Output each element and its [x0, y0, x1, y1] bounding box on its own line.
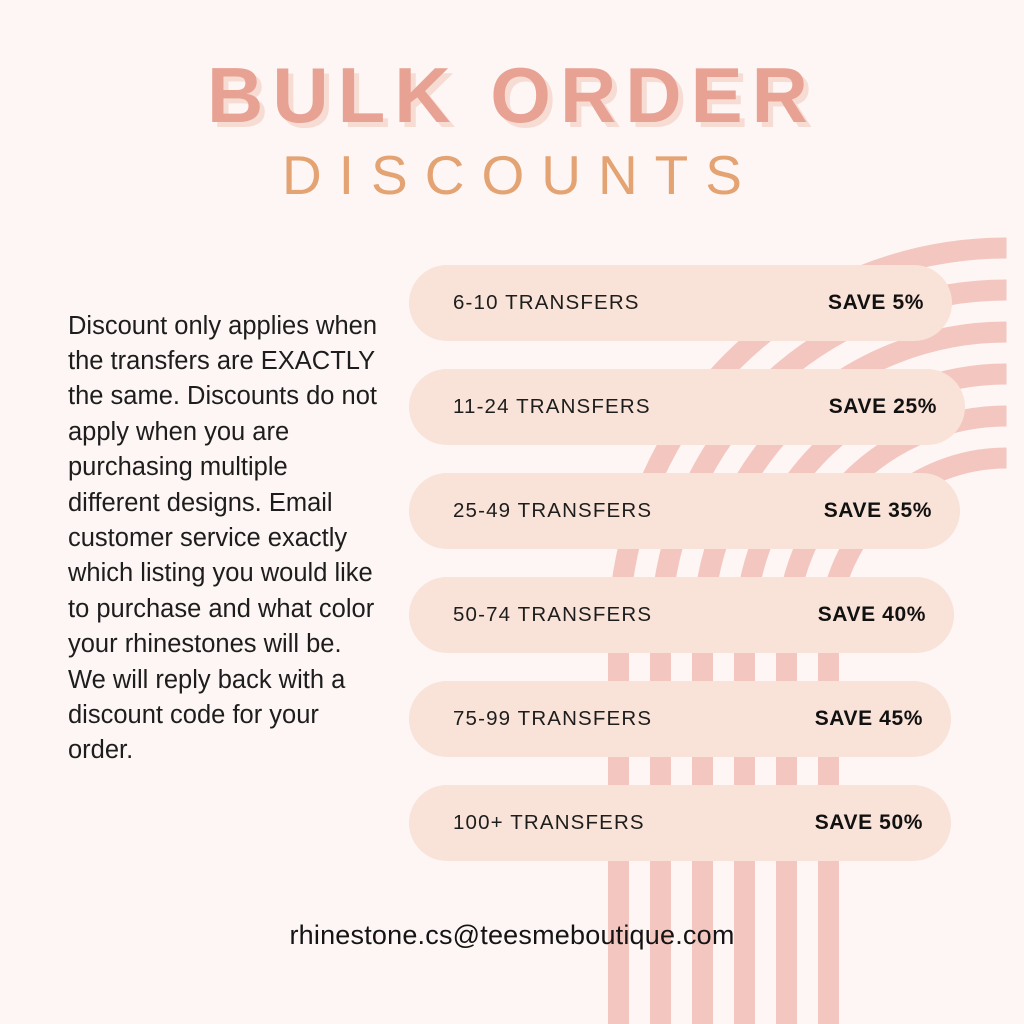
discount-tier-row: 6-10 TRANSFERS SAVE 5% [409, 265, 952, 341]
page-subtitle: DISCOUNTS [282, 144, 759, 206]
tier-quantity-label: 100+ TRANSFERS [453, 811, 645, 834]
discount-tier-list: 6-10 TRANSFERS SAVE 5% 11-24 TRANSFERS S… [409, 265, 965, 889]
policy-paragraph: Discount only applies when the transfers… [68, 311, 378, 765]
discount-tier-row: 100+ TRANSFERS SAVE 50% [409, 785, 951, 861]
discount-tier-row: 11-24 TRANSFERS SAVE 25% [409, 369, 965, 445]
discount-tier-row: 50-74 TRANSFERS SAVE 40% [409, 577, 954, 653]
page-title: BULK ORDER [207, 51, 817, 139]
contact-email[interactable]: rhinestone.cs@teesmeboutique.com [289, 920, 735, 950]
tier-discount-label: SAVE 40% [817, 603, 926, 626]
tier-discount-label: SAVE 35% [823, 499, 932, 522]
tier-quantity-label: 11-24 TRANSFERS [453, 395, 651, 418]
poster-header: BULK ORDER DISCOUNTS [0, 0, 1024, 203]
tier-discount-label: SAVE 50% [814, 811, 923, 834]
tier-quantity-label: 25-49 TRANSFERS [453, 499, 653, 522]
discount-tier-row: 25-49 TRANSFERS SAVE 35% [409, 473, 960, 549]
tier-discount-label: SAVE 25% [828, 395, 937, 418]
tier-discount-label: SAVE 45% [814, 707, 923, 730]
tier-quantity-label: 50-74 TRANSFERS [453, 603, 653, 626]
tier-quantity-label: 75-99 TRANSFERS [453, 707, 653, 730]
tier-discount-label: SAVE 5% [827, 291, 924, 314]
discount-tier-row: 75-99 TRANSFERS SAVE 45% [409, 681, 951, 757]
tier-quantity-label: 6-10 TRANSFERS [453, 291, 640, 314]
